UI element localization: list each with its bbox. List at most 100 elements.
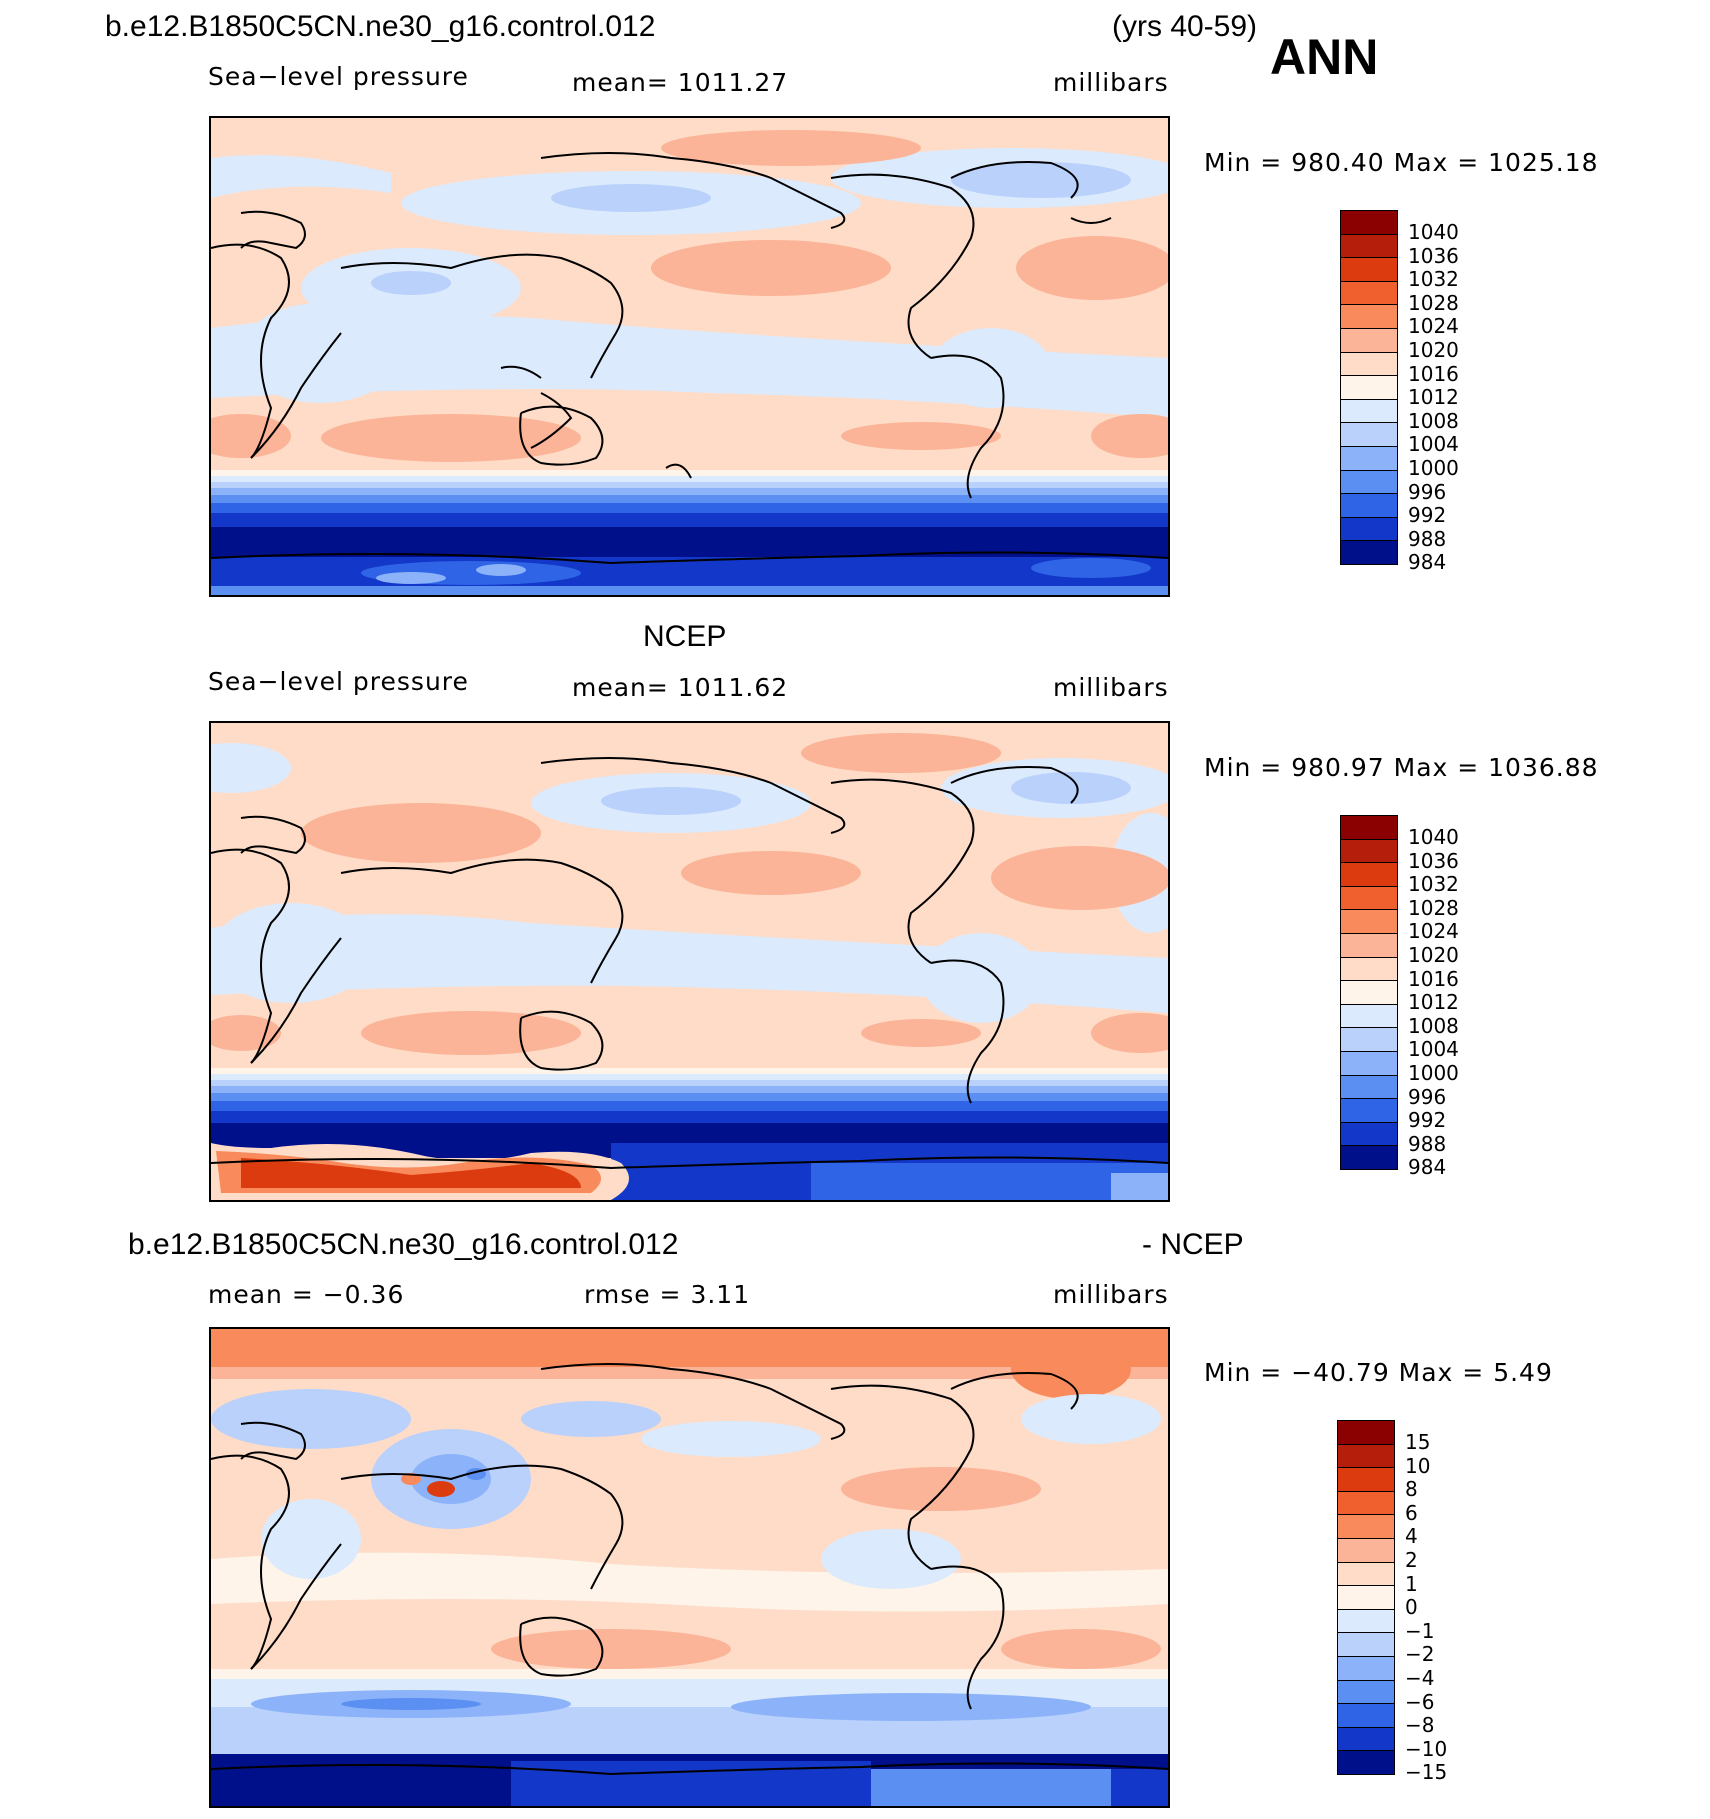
- colorbar-label: 1004: [1408, 1037, 1459, 1062]
- colorbar-label: 1032: [1408, 267, 1459, 292]
- colorbar-label: 1012: [1408, 990, 1459, 1015]
- colorbar-swatch: [1340, 493, 1398, 519]
- colorbar-label: −6: [1405, 1689, 1435, 1714]
- colorbar-swatch: [1340, 956, 1398, 982]
- colorbar-swatch: [1337, 1726, 1395, 1752]
- colorbar-label: 1040: [1408, 825, 1459, 849]
- panel1-map: [209, 116, 1170, 597]
- panel3-title-right: - NCEP: [1142, 1228, 1244, 1261]
- panel2-colorbar: 1040 1036 1032 1028 1024 1020 1016 1012 1008 1004…: [1340, 815, 1500, 1195]
- colorbar-swatch: [1337, 1420, 1395, 1446]
- colorbar-swatch: [1340, 328, 1398, 354]
- colorbar-label: 984: [1408, 550, 1447, 575]
- colorbar-label: 1020: [1408, 943, 1459, 967]
- colorbar-label: −2: [1405, 1642, 1435, 1667]
- colorbar-label: 1032: [1408, 872, 1459, 897]
- colorbar-label: 0: [1405, 1595, 1418, 1620]
- colorbar-label: 1028: [1408, 290, 1459, 315]
- season-label: ANN: [1270, 29, 1379, 85]
- colorbar-label: 1008: [1408, 408, 1459, 433]
- colorbar-swatch: [1340, 1121, 1398, 1147]
- colorbar-swatch: [1340, 210, 1398, 236]
- case-title: b.e12.B1850C5CN.ne30_g16.control.012: [105, 10, 656, 43]
- colorbar-swatch: [1340, 838, 1398, 864]
- colorbar-label: 1036: [1408, 848, 1459, 873]
- colorbar-label: 1016: [1408, 361, 1459, 386]
- colorbar-label: 15: [1405, 1430, 1431, 1454]
- colorbar-swatch: [1337, 1656, 1395, 1682]
- colorbar-label: −4: [1405, 1666, 1435, 1690]
- colorbar-swatch: [1340, 933, 1398, 959]
- colorbar-swatch: [1340, 398, 1398, 424]
- panel1-minmax: Min = 980.40 Max = 1025.18: [1204, 148, 1599, 177]
- colorbar-swatch: [1337, 1443, 1395, 1469]
- colorbar-swatch: [1337, 1490, 1395, 1516]
- panel3-title-left: b.e12.B1850C5CN.ne30_g16.control.012: [128, 1228, 679, 1261]
- panel2-units: millibars: [1053, 673, 1169, 702]
- colorbar-label: 1008: [1408, 1013, 1459, 1038]
- panel3-mean: mean = −0.36: [208, 1280, 405, 1309]
- colorbar-label: 984: [1408, 1155, 1447, 1180]
- colorbar-swatch: [1340, 885, 1398, 911]
- colorbar-label: −1: [1405, 1618, 1435, 1643]
- colorbar-label: 1004: [1408, 432, 1459, 457]
- colorbar-swatch: [1340, 446, 1398, 472]
- colorbar-label: 1000: [1408, 456, 1459, 480]
- panel3-rmse: rmse = 3.11: [584, 1280, 751, 1309]
- colorbar-swatch: [1337, 1538, 1395, 1564]
- colorbar-swatch: [1340, 1074, 1398, 1100]
- colorbar-label: 1012: [1408, 385, 1459, 410]
- colorbar-swatch: [1337, 1679, 1395, 1705]
- colorbar-swatch: [1340, 862, 1398, 888]
- colorbar-swatch: [1340, 233, 1398, 259]
- colorbar-label: 2: [1405, 1548, 1418, 1572]
- panel2-mean: mean= 1011.62: [572, 673, 789, 702]
- colorbar-swatch: [1340, 422, 1398, 448]
- panel2-minmax: Min = 980.97 Max = 1036.88: [1204, 753, 1599, 782]
- colorbar-label: −15: [1405, 1760, 1448, 1785]
- colorbar-label: 992: [1408, 1108, 1447, 1133]
- colorbar-swatch: [1337, 1467, 1395, 1493]
- panel1-mean: mean= 1011.27: [572, 68, 789, 97]
- colorbar-swatch: [1340, 1145, 1398, 1171]
- colorbar-label: 1000: [1408, 1061, 1459, 1085]
- panel3-colorbar: 15 10 8 6 4 2 1 0 −1 −2 −4 −6 −8 −10 −15: [1337, 1420, 1497, 1800]
- colorbar-swatch: [1337, 1514, 1395, 1540]
- panel3-map: [209, 1327, 1170, 1808]
- colorbar-swatch: [1340, 1098, 1398, 1124]
- colorbar-swatch: [1337, 1608, 1395, 1634]
- colorbar-swatch: [1340, 280, 1398, 306]
- colorbar-swatch: [1340, 1051, 1398, 1077]
- colorbar-swatch: [1340, 351, 1398, 377]
- colorbar-label: 4: [1405, 1524, 1418, 1549]
- panel1-units: millibars: [1053, 68, 1169, 97]
- panel2-map: [209, 721, 1170, 1202]
- colorbar-label: 10: [1405, 1453, 1431, 1478]
- panel2-field-label: Sea−level pressure: [208, 667, 469, 696]
- colorbar-swatch: [1340, 516, 1398, 542]
- years-label: (yrs 40-59): [1112, 10, 1258, 43]
- colorbar-label: 996: [1408, 1084, 1447, 1109]
- colorbar-swatch: [1340, 909, 1398, 935]
- colorbar-label: −10: [1405, 1736, 1448, 1761]
- colorbar-label: 6: [1405, 1500, 1418, 1525]
- colorbar-label: 8: [1405, 1477, 1418, 1502]
- colorbar-swatch: [1340, 540, 1398, 566]
- colorbar-swatch: [1337, 1585, 1395, 1611]
- colorbar-label: 1040: [1408, 220, 1459, 244]
- colorbar-swatch: [1337, 1750, 1395, 1776]
- panel1-field-label: Sea−level pressure: [208, 62, 469, 91]
- colorbar-label: 1024: [1408, 919, 1459, 944]
- colorbar-label: 1: [1405, 1571, 1418, 1596]
- colorbar-swatch: [1340, 304, 1398, 330]
- colorbar-swatch: [1337, 1703, 1395, 1729]
- colorbar-swatch: [1337, 1632, 1395, 1658]
- colorbar-swatch: [1340, 815, 1398, 841]
- panel3-units: millibars: [1053, 1280, 1169, 1309]
- colorbar-label: 992: [1408, 503, 1447, 528]
- panel3-minmax: Min = −40.79 Max = 5.49: [1204, 1358, 1553, 1387]
- colorbar-swatch: [1340, 375, 1398, 401]
- colorbar-swatch: [1340, 469, 1398, 495]
- colorbar-swatch: [1340, 1003, 1398, 1029]
- colorbar-label: 1036: [1408, 243, 1459, 268]
